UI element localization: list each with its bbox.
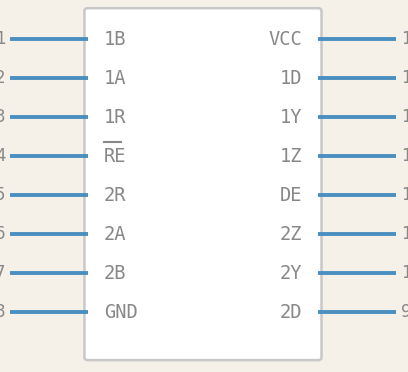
Text: 5: 5 <box>0 186 5 204</box>
Text: 9: 9 <box>401 304 408 321</box>
Text: 1D: 1D <box>279 68 302 88</box>
Text: 1Z: 1Z <box>279 147 302 166</box>
Text: 2R: 2R <box>104 186 126 205</box>
Text: 1R: 1R <box>104 108 126 127</box>
Text: 10: 10 <box>401 264 408 282</box>
Text: 2Y: 2Y <box>279 264 302 283</box>
Text: 1Y: 1Y <box>279 108 302 127</box>
Text: 2B: 2B <box>104 264 126 283</box>
Text: 1B: 1B <box>104 29 126 49</box>
Text: RE: RE <box>104 147 126 166</box>
Text: 2: 2 <box>0 69 5 87</box>
Text: 7: 7 <box>0 264 5 282</box>
Text: 12: 12 <box>401 186 408 204</box>
Text: 6: 6 <box>0 225 5 243</box>
Text: VCC: VCC <box>268 29 302 49</box>
Text: 14: 14 <box>401 108 408 126</box>
Text: 1: 1 <box>0 30 5 48</box>
Text: 3: 3 <box>0 108 5 126</box>
Text: DE: DE <box>279 186 302 205</box>
Text: 15: 15 <box>401 69 408 87</box>
Text: 13: 13 <box>401 147 408 165</box>
FancyBboxPatch shape <box>84 8 322 360</box>
Text: 16: 16 <box>401 30 408 48</box>
Text: 2D: 2D <box>279 303 302 322</box>
Text: 8: 8 <box>0 304 5 321</box>
Text: 4: 4 <box>0 147 5 165</box>
Text: 1A: 1A <box>104 68 126 88</box>
Text: 2Z: 2Z <box>279 225 302 244</box>
Text: 11: 11 <box>401 225 408 243</box>
Text: GND: GND <box>104 303 138 322</box>
Text: 2A: 2A <box>104 225 126 244</box>
